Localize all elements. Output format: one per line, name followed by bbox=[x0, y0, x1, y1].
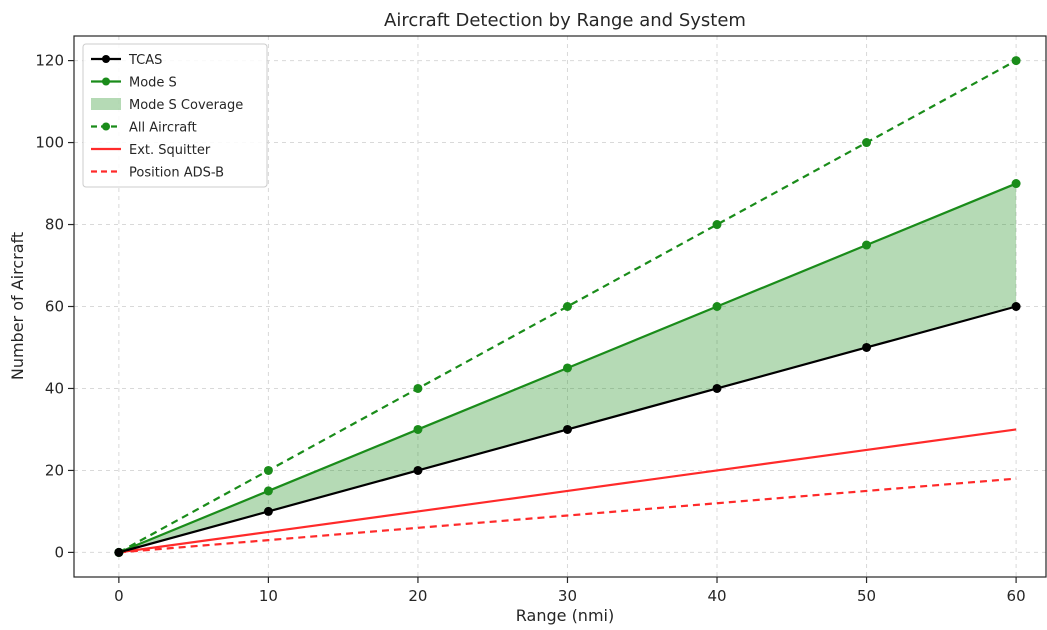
point-tcas bbox=[562, 424, 572, 434]
legend-label: Mode S bbox=[129, 76, 177, 91]
point-mode-s bbox=[1011, 179, 1021, 189]
point-all-aircraft bbox=[862, 138, 872, 148]
y-tick-label: 100 bbox=[35, 134, 64, 152]
y-tick-label: 40 bbox=[45, 379, 64, 397]
point-mode-s bbox=[263, 486, 273, 496]
chart-title: Aircraft Detection by Range and System bbox=[384, 10, 746, 31]
x-tick-label: 30 bbox=[558, 587, 577, 605]
point-tcas bbox=[712, 383, 722, 393]
y-axis-ticks: 0 20 40 60 80 100 120 bbox=[35, 52, 74, 561]
legend-entry-mode-s-coverage: Mode S Coverage bbox=[91, 98, 243, 113]
point-all-aircraft bbox=[562, 302, 572, 311]
point-tcas bbox=[413, 465, 423, 475]
point-mode-s bbox=[413, 424, 423, 434]
point-mode-s bbox=[712, 302, 722, 311]
legend-marker bbox=[102, 122, 110, 131]
legend-label: All Aircraft bbox=[129, 121, 197, 136]
legend-label: TCAS bbox=[128, 53, 162, 68]
point-tcas bbox=[1011, 302, 1021, 311]
x-tick-label: 50 bbox=[857, 587, 876, 605]
legend-entry-position-ads-b: Position ADS-B bbox=[91, 166, 224, 181]
x-tick-label: 10 bbox=[259, 587, 278, 605]
series-line-position-ads-b bbox=[118, 477, 1017, 554]
legend-entry-tcas: TCAS bbox=[91, 53, 162, 68]
y-tick-label: 60 bbox=[45, 298, 64, 316]
legend-label: Mode S Coverage bbox=[129, 98, 243, 113]
point-tcas bbox=[263, 506, 273, 516]
legend-marker bbox=[102, 55, 110, 63]
x-tick-label: 40 bbox=[707, 587, 726, 605]
point-tcas bbox=[862, 342, 872, 352]
point-mode-s bbox=[562, 363, 572, 373]
y-tick-label: 0 bbox=[54, 543, 64, 561]
y-tick-label: 20 bbox=[45, 461, 64, 479]
legend-entry-mode-s: Mode S bbox=[91, 76, 177, 91]
x-tick-label: 60 bbox=[1007, 587, 1026, 605]
legend-entry-ext-squitter: Ext. Squitter bbox=[91, 143, 211, 158]
point-tcas bbox=[114, 547, 124, 557]
legend-label: Position ADS-B bbox=[129, 166, 224, 181]
point-all-aircraft bbox=[413, 383, 423, 393]
legend-swatch bbox=[91, 98, 121, 110]
x-axis-ticks: 0 10 20 30 40 50 60 bbox=[114, 577, 1026, 605]
legend-box bbox=[82, 43, 268, 188]
series-line-ext-squitter bbox=[118, 428, 1017, 554]
y-tick-label: 120 bbox=[35, 52, 64, 70]
series-markers bbox=[114, 56, 1021, 557]
point-all-aircraft bbox=[1011, 56, 1021, 66]
x-tick-label: 0 bbox=[114, 587, 124, 605]
x-tick-label: 20 bbox=[408, 587, 427, 605]
point-all-aircraft bbox=[712, 220, 722, 230]
legend-label: Ext. Squitter bbox=[129, 143, 211, 158]
y-tick-label: 80 bbox=[45, 216, 64, 234]
y-axis-label: Number of Aircraft bbox=[8, 232, 27, 380]
point-mode-s bbox=[862, 240, 872, 250]
legend-entry-all-aircraft: All Aircraft bbox=[91, 121, 197, 136]
x-axis-label: Range (nmi) bbox=[516, 606, 614, 625]
legend: TCAS Mode S Mode S Coverage All Aircraft Ext… bbox=[82, 43, 268, 188]
point-all-aircraft bbox=[263, 465, 273, 475]
legend-marker bbox=[102, 77, 110, 86]
